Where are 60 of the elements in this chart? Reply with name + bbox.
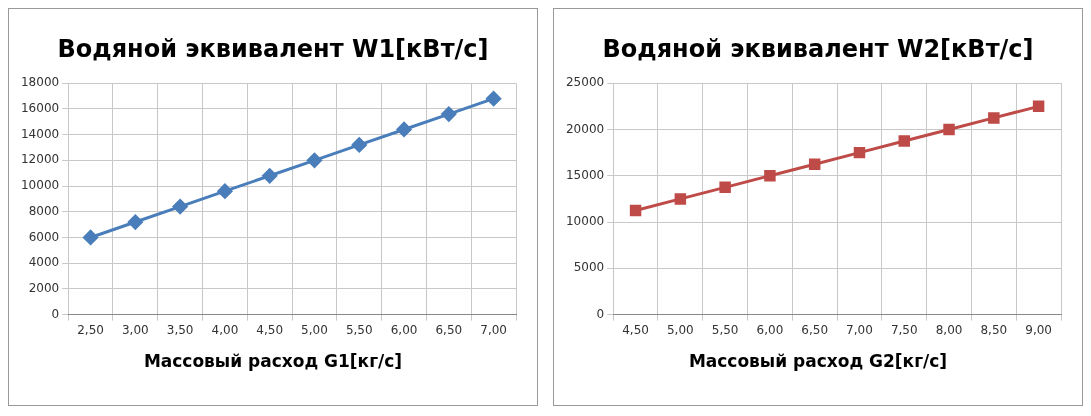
x-tick-label: 6,00	[390, 322, 418, 337]
point	[943, 123, 955, 136]
chart-title: Водяной эквивалент W1[кВт/с]	[57, 35, 489, 63]
point	[396, 121, 412, 137]
x-tick-label: 3,00	[121, 322, 149, 337]
point	[217, 183, 233, 199]
x-tick-label: 5,50	[345, 322, 373, 337]
point	[898, 135, 910, 147]
x-axis-title: Массовый расход G1[кг/с]	[143, 351, 403, 371]
y-tick-label: 10000	[565, 214, 605, 229]
x-tick-label: 6,00	[756, 322, 784, 337]
x-tick-label: 2,50	[77, 322, 104, 337]
x-tick-label: 4,00	[211, 322, 239, 337]
x-axis-title: Массовый расход G2[кг/с]	[688, 351, 948, 371]
y-tick-label: 10000	[20, 178, 60, 193]
point	[351, 137, 367, 153]
x-tick-label: 4,50	[622, 322, 649, 337]
y-tick-label: 0	[51, 306, 60, 321]
chart-title: Водяной эквивалент W2[кВт/с]	[602, 35, 1034, 63]
y-tick-label: 20000	[565, 121, 605, 136]
x-tick-label: 7,00	[480, 322, 507, 337]
x-tick-label: 8,00	[935, 322, 963, 337]
x-tick-label: 3,50	[166, 322, 194, 337]
point	[262, 168, 278, 184]
y-tick-label: 0	[596, 306, 605, 321]
x-tick-label: 5,00	[301, 322, 328, 337]
x-tick-label: 7,50	[890, 322, 918, 337]
y-tick-label: 16000	[20, 101, 60, 116]
point	[853, 146, 866, 159]
x-tick-label: 6,50	[435, 322, 463, 337]
y-tick-label: 5000	[573, 260, 605, 275]
point	[172, 199, 188, 215]
point	[306, 152, 322, 168]
x-tick-label: 7,00	[846, 322, 873, 337]
x-tick-label: 5,50	[711, 322, 739, 337]
x-tick-label: 4,50	[256, 322, 284, 337]
y-tick-label: 8000	[28, 203, 60, 218]
y-tick-label: 6000	[28, 229, 60, 244]
y-tick-label: 4000	[28, 255, 60, 270]
y-tick-label: 12000	[20, 152, 60, 167]
point	[808, 158, 821, 170]
x-tick-label: 9,00	[1025, 322, 1052, 337]
point	[719, 181, 731, 194]
x-tick-label: 8,50	[980, 322, 1008, 337]
point	[441, 106, 457, 122]
y-tick-label: 15000	[565, 167, 605, 182]
point	[629, 204, 642, 217]
y-tick-label: 14000	[20, 126, 60, 141]
y-tick-label: 18000	[20, 75, 60, 90]
point	[1032, 100, 1045, 113]
point	[486, 91, 502, 107]
x-tick-label: 6,50	[801, 322, 829, 337]
point	[127, 214, 143, 230]
point	[764, 170, 776, 182]
point	[674, 193, 687, 205]
x-tick-label: 5,00	[666, 322, 694, 337]
point	[83, 229, 99, 245]
point	[988, 112, 1000, 124]
y-tick-label: 2000	[28, 281, 60, 296]
y-tick-label: 25000	[565, 75, 605, 90]
